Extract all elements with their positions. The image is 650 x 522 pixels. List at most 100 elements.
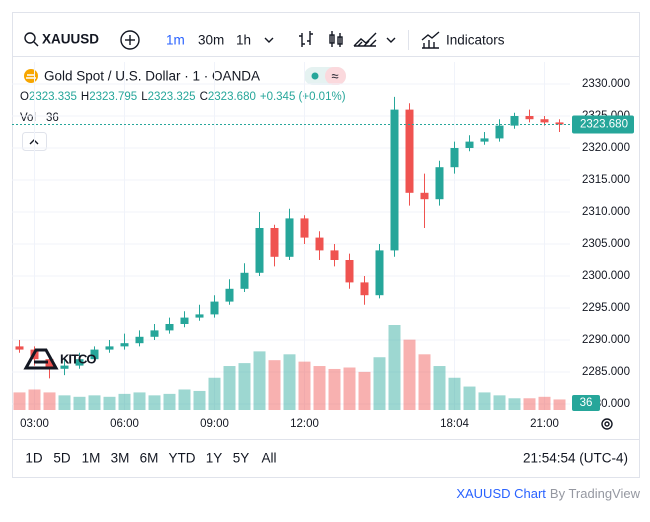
- volume-bar: [193, 390, 206, 410]
- clock: 21:54:54 (UTC-4): [523, 451, 628, 466]
- range-button[interactable]: 1Y: [206, 451, 223, 466]
- volume-bar: [148, 395, 161, 410]
- volume-bar: [508, 398, 521, 410]
- candle-body: [135, 336, 144, 344]
- volume-bar: [418, 354, 431, 410]
- candle-body: [420, 192, 429, 200]
- indicators-button[interactable]: Indicators: [446, 33, 505, 48]
- y-tick-label: 2315.000: [582, 174, 630, 186]
- candle-body: [390, 109, 399, 251]
- candle-body: [60, 365, 69, 369]
- bar-style-icon[interactable]: [299, 31, 313, 47]
- candle-body: [435, 167, 444, 200]
- volume-legend-value: 36: [46, 112, 59, 124]
- dropdown-icon[interactable]: [264, 37, 274, 43]
- symbol-logo: [24, 69, 38, 83]
- y-tick-label: 2320.000: [582, 142, 630, 154]
- candle-body: [525, 116, 534, 120]
- y-tick-label: 2330.000: [582, 78, 630, 90]
- candle-body: [285, 218, 294, 257]
- range-button[interactable]: 5D: [53, 451, 71, 466]
- plot: 2330.0002325.0002320.0002315.0002310.000…: [12, 62, 634, 430]
- candle-body: [270, 228, 279, 257]
- y-tick-label: 2290.000: [582, 334, 630, 346]
- interval[interactable]: 30m: [198, 33, 224, 48]
- x-tick-label: 03:00: [20, 418, 49, 430]
- candle-body: [150, 330, 159, 337]
- candle-body: [240, 272, 249, 289]
- interval[interactable]: 1h: [236, 33, 251, 48]
- volume-bar: [298, 361, 311, 410]
- volume-bar: [433, 366, 446, 410]
- volume-tag-label: 36: [580, 397, 593, 409]
- symbol[interactable]: XAUUSD: [42, 32, 99, 47]
- volume-bar: [118, 393, 131, 410]
- volume-bar: [208, 377, 221, 410]
- search-icon[interactable]: [24, 32, 39, 47]
- volume-bar: [448, 377, 461, 410]
- volume-legend-label: Vol: [20, 112, 36, 124]
- interval[interactable]: 1m: [166, 33, 185, 48]
- volume-bar: [523, 398, 536, 410]
- range-button[interactable]: 3M: [111, 451, 130, 466]
- volume-bar: [58, 395, 71, 410]
- candle-body: [45, 359, 54, 369]
- candle-body: [315, 237, 324, 251]
- volume-bar: [73, 396, 86, 410]
- candle-body: [210, 301, 219, 315]
- volume-bar: [163, 393, 176, 410]
- volume-bar: [178, 389, 191, 410]
- volume-bar: [538, 396, 551, 410]
- candle-body: [180, 317, 189, 324]
- candle-body: [480, 138, 489, 142]
- candle-body: [255, 228, 264, 273]
- candle-body: [405, 109, 414, 193]
- x-tick-label: 06:00: [110, 418, 139, 430]
- x-tick-label: 21:00: [530, 418, 559, 430]
- y-tick-label: 2300.000: [582, 270, 630, 282]
- candle-icon[interactable]: [329, 31, 343, 47]
- area-icon[interactable]: [353, 32, 377, 47]
- candle-body: [330, 250, 339, 260]
- candle-body: [465, 141, 474, 149]
- x-tick-label: 09:00: [200, 418, 229, 430]
- candle-body: [165, 323, 174, 331]
- indicators-icon[interactable]: [421, 31, 440, 49]
- volume-tag: [572, 395, 600, 411]
- volume-bar: [43, 392, 56, 410]
- range-button[interactable]: YTD: [169, 451, 196, 466]
- y-tick-label: 2295.000: [582, 302, 630, 314]
- y-tick-label: 2310.000: [582, 206, 630, 218]
- range-button[interactable]: 1M: [82, 451, 101, 466]
- volume-bar: [553, 399, 566, 410]
- frame: [12, 12, 640, 478]
- volume-bar: [223, 366, 236, 410]
- y-tick-label: 2305.000: [582, 238, 630, 250]
- candle-body: [120, 343, 129, 347]
- candle-body: [555, 122, 564, 125]
- range-button[interactable]: All: [261, 451, 276, 466]
- candle-body: [495, 125, 504, 139]
- volume-bar: [328, 368, 341, 410]
- candle-body: [510, 116, 519, 126]
- volume-bar: [283, 354, 296, 410]
- volume-bar: [463, 386, 476, 410]
- compare-button[interactable]: [120, 30, 140, 50]
- range-button[interactable]: 5Y: [233, 451, 250, 466]
- volume-bar: [88, 395, 101, 410]
- candle-body: [360, 282, 369, 296]
- watermark: KITCO: [23, 348, 97, 370]
- last-price-label: 2323.680: [580, 118, 628, 130]
- dropdown-icon[interactable]: [386, 37, 396, 43]
- x-tick-label: 12:00: [290, 418, 319, 430]
- range-button[interactable]: 6M: [140, 451, 159, 466]
- volume-bar: [28, 389, 41, 410]
- range-bar: 1D 5D 1M 3M 6M YTD 1Y 5Y All: [25, 451, 276, 466]
- volume-bar: [358, 371, 371, 410]
- settings-icon[interactable]: [601, 418, 613, 430]
- last-price-tag: [572, 115, 634, 134]
- volume-bar: [268, 360, 281, 410]
- volume-bar: [103, 396, 116, 410]
- range-button[interactable]: 1D: [25, 451, 43, 466]
- volume-bar: [313, 366, 326, 410]
